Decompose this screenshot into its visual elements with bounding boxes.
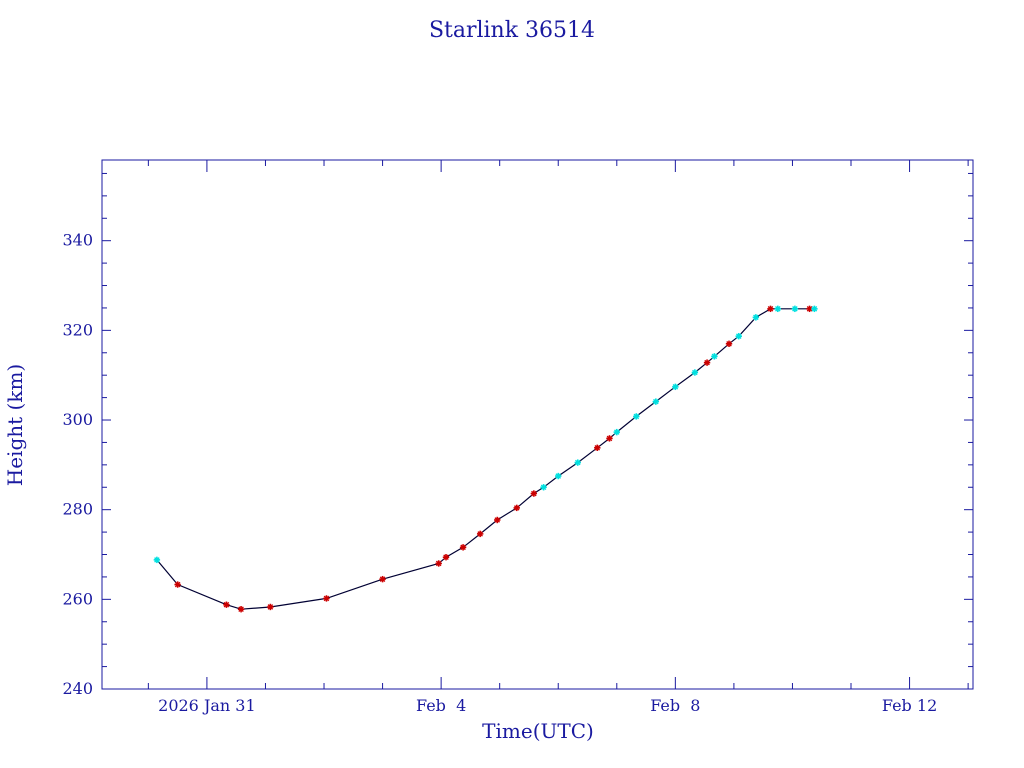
y-tick-label: 240 [62,679,93,698]
marker-stroke [672,384,679,390]
y-tick-label: 300 [62,410,93,429]
marker-stroke [606,435,613,442]
marker-stroke [692,369,698,376]
data-point-red [174,581,181,588]
data-point-cyan [791,305,799,313]
data-point-cyan [735,332,742,340]
data-point-cyan [613,428,620,436]
data-point-red [435,560,442,567]
data-point-red [494,516,501,524]
y-tick-label: 280 [62,500,93,519]
marker-stroke [555,473,562,479]
data-point-red [594,444,601,452]
marker-stroke [443,554,449,560]
x-tick-label: Feb 12 [882,696,937,715]
data-point-cyan [672,383,679,391]
y-tick-label: 340 [62,231,93,250]
marker-stroke [711,353,718,360]
y-axis-label: Height (km) [3,364,27,486]
marker-stroke [238,606,244,612]
marker-stroke [223,601,230,608]
marker-stroke [753,314,759,321]
data-point-red [606,435,613,442]
data-point-cyan [691,369,699,376]
data-point-cyan [555,472,562,480]
data-point-cyan [774,305,782,313]
data-point-red [725,340,733,348]
marker-stroke [154,557,160,563]
marker-stroke [735,333,742,339]
data-point-red [513,504,520,512]
marker-stroke [531,490,537,497]
series-line [156,308,815,610]
chart-title: Starlink 36514 [429,18,595,43]
marker-stroke [379,576,386,582]
marker-stroke [435,560,442,567]
data-point-red [267,603,274,611]
marker-stroke [460,544,466,551]
y-tick-label: 260 [62,589,93,608]
data-point-red [223,601,230,608]
data-point-red [379,575,386,583]
data-point-red [442,553,450,561]
data-point-red [703,359,711,366]
marker-stroke [726,341,732,347]
marker-stroke [513,505,520,511]
marker-stroke [494,517,501,523]
data-point-red [323,595,330,602]
height-series-line [156,308,815,610]
x-tick-label: 2026 Jan 31 [158,696,256,715]
data-point-red [476,530,484,538]
data-point-cyan [652,398,660,405]
marker-stroke [574,459,581,466]
marker-stroke [594,445,601,451]
x-tick-label: Feb 4 [416,696,466,715]
y-tick-label: 320 [62,320,93,339]
x-axis-label: Time(UTC) [482,719,594,743]
data-point-cyan [711,353,718,360]
marker-stroke [613,429,620,435]
marker-stroke [704,359,710,366]
marker-stroke [633,413,640,420]
marker-stroke [477,531,483,537]
data-point-cyan [540,484,547,491]
x-tick-label: Feb 8 [650,696,700,715]
data-point-red [530,490,538,497]
data-point-cyan [153,556,161,564]
marker-stroke [806,306,813,312]
plot-frame [101,159,974,690]
marker-stroke [267,604,274,610]
marker-stroke [540,484,547,491]
data-point-cyan [752,314,760,321]
data-point-cyan [811,305,818,313]
marker-stroke [174,581,181,588]
marker-stroke [767,306,774,312]
data-point-red [237,606,245,613]
marker-stroke [323,595,330,602]
marker-stroke [792,306,798,312]
axis-ticks: 240 260 280 300 320 340 2026 Jan 31 Feb 4 Feb 8 F… [62,160,973,715]
marker-stroke [811,306,818,312]
data-point-cyan [633,413,640,420]
marker-stroke [653,398,659,405]
marker-stroke [775,306,781,312]
data-markers [153,305,818,613]
data-point-red [459,544,467,551]
data-point-cyan [574,459,581,466]
data-point-red [767,305,774,313]
